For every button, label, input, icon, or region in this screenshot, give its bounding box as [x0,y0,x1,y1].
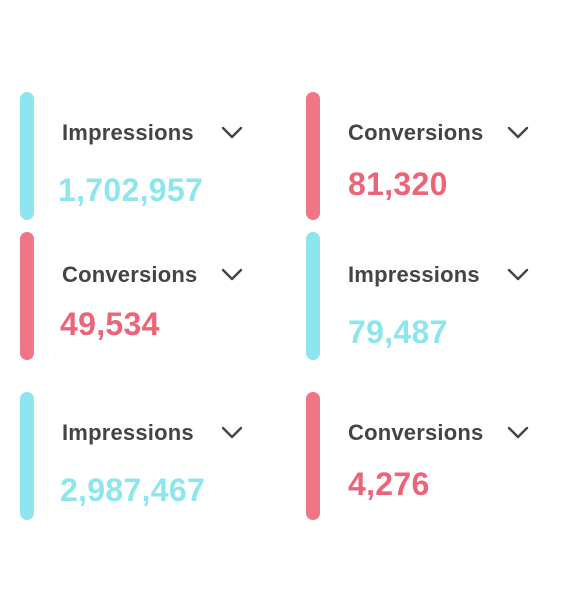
metric-value: 81,320 [348,166,448,202]
metric-label: Impressions [62,120,194,145]
chevron-down-icon[interactable] [507,268,529,282]
metric-card-impressions: Impressions 2,987,467 [20,392,260,520]
metric-label: Impressions [348,262,480,287]
metric-label: Conversions [62,262,198,287]
metric-card-impressions: Impressions 1,702,957 [20,92,260,220]
metric-card-conversions: Conversions 4,276 [306,392,546,520]
metric-label: Impressions [62,420,194,445]
card-accent-bar [20,232,34,360]
card-accent-bar [306,392,320,520]
chevron-down-icon[interactable] [221,126,243,140]
metric-card-impressions: Impressions 79,487 [306,232,546,360]
metric-value: 79,487 [348,314,448,350]
card-accent-bar [20,92,34,220]
chevron-down-icon[interactable] [507,426,529,440]
metric-value: 4,276 [348,466,430,502]
chevron-down-icon[interactable] [507,126,529,140]
metric-value: 49,534 [60,306,160,342]
card-accent-bar [20,392,34,520]
metric-value: 2,987,467 [60,472,206,508]
metric-card-conversions: Conversions 49,534 [20,232,260,360]
card-accent-bar [306,232,320,360]
metric-value: 1,702,957 [58,172,204,208]
card-accent-bar [306,92,320,220]
metric-label: Conversions [348,120,484,145]
metric-card-conversions: Conversions 81,320 [306,92,546,220]
chevron-down-icon[interactable] [221,268,243,282]
chevron-down-icon[interactable] [221,426,243,440]
metric-label: Conversions [348,420,484,445]
